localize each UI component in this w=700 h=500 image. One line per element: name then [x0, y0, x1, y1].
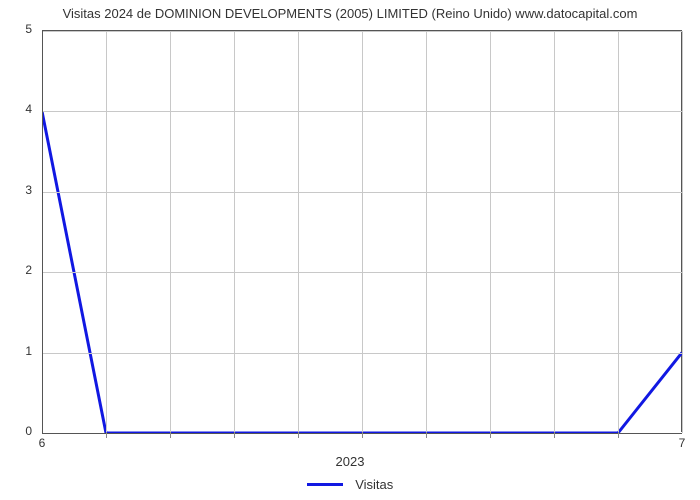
x-minor-tick — [106, 432, 107, 438]
gridline-v — [170, 31, 171, 433]
x-end-label: 7 — [672, 436, 692, 450]
x-minor-tick — [170, 432, 171, 438]
chart-title: Visitas 2024 de DOMINION DEVELOPMENTS (2… — [0, 6, 700, 21]
gridline-v — [298, 31, 299, 433]
plot-area — [42, 30, 682, 432]
gridline-v — [618, 31, 619, 433]
gridline-v — [554, 31, 555, 433]
y-tick-label: 5 — [0, 22, 32, 36]
x-minor-tick — [362, 432, 363, 438]
gridline-v — [106, 31, 107, 433]
x-minor-tick — [298, 432, 299, 438]
y-tick-label: 4 — [0, 102, 32, 116]
x-minor-tick — [618, 432, 619, 438]
x-axis-label: 2023 — [0, 454, 700, 469]
x-minor-tick — [554, 432, 555, 438]
x-minor-tick — [426, 432, 427, 438]
gridline-v — [490, 31, 491, 433]
x-minor-tick — [490, 432, 491, 438]
legend: Visitas — [0, 476, 700, 494]
y-tick-label: 1 — [0, 344, 32, 358]
x-minor-tick — [234, 432, 235, 438]
gridline-v — [682, 31, 683, 433]
legend-label: Visitas — [355, 477, 393, 492]
gridline-v — [426, 31, 427, 433]
gridline-v — [362, 31, 363, 433]
legend-swatch — [307, 483, 343, 486]
y-tick-label: 3 — [0, 183, 32, 197]
gridline-v — [42, 31, 43, 433]
gridline-v — [234, 31, 235, 433]
chart-container: { "chart": { "type": "line", "title": "V… — [0, 0, 700, 500]
x-end-label: 6 — [32, 436, 52, 450]
y-tick-label: 0 — [0, 424, 32, 438]
y-tick-label: 2 — [0, 263, 32, 277]
